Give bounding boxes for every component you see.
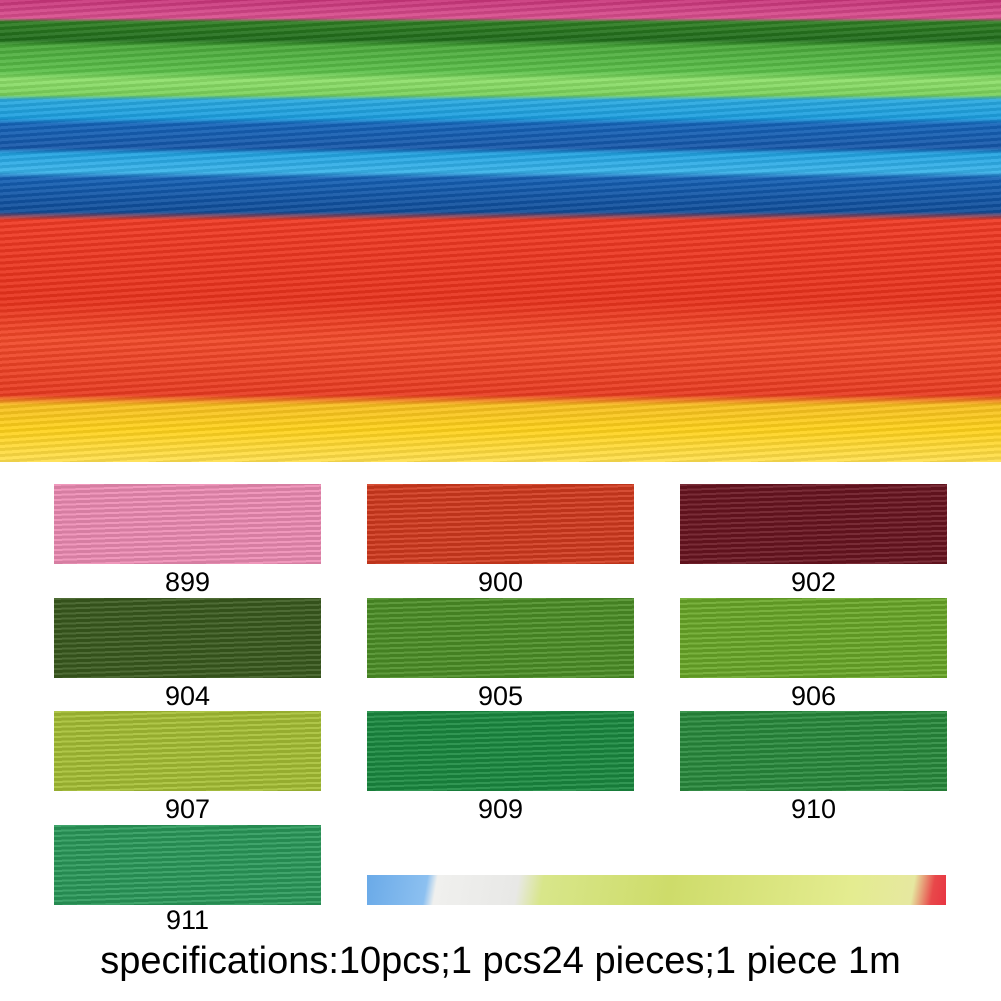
thread-swatch-906 (680, 598, 947, 678)
mixed-thread-photo (367, 875, 946, 905)
swatch-code-label: 902 (790, 567, 837, 597)
specifications-text: specifications:10pcs;1 pcs24 pieces;1 pi… (100, 940, 901, 982)
thread-swatch-911 (54, 825, 321, 905)
swatch-code-label: 900 (477, 567, 524, 597)
swatch-code-label: 906 (790, 681, 837, 711)
thread-swatch-909 (367, 711, 634, 791)
thread-swatch-899 (54, 484, 321, 564)
swatch-code-label: 909 (477, 794, 524, 824)
swatch-code-label: 907 (164, 794, 211, 824)
thread-swatch-900 (367, 484, 634, 564)
thread-stack-photo (0, 0, 1001, 462)
swatch-code-label: 910 (790, 794, 837, 824)
thread-swatch-907 (54, 711, 321, 791)
swatch-code-label: 905 (477, 681, 524, 711)
swatch-code-label: 899 (164, 567, 211, 597)
thread-swatch-904 (54, 598, 321, 678)
thread-swatch-910 (680, 711, 947, 791)
thread-swatch-905 (367, 598, 634, 678)
swatch-code-label: 904 (164, 681, 211, 711)
swatch-code-label: 911 (165, 905, 210, 935)
thread-swatch-902 (680, 484, 947, 564)
